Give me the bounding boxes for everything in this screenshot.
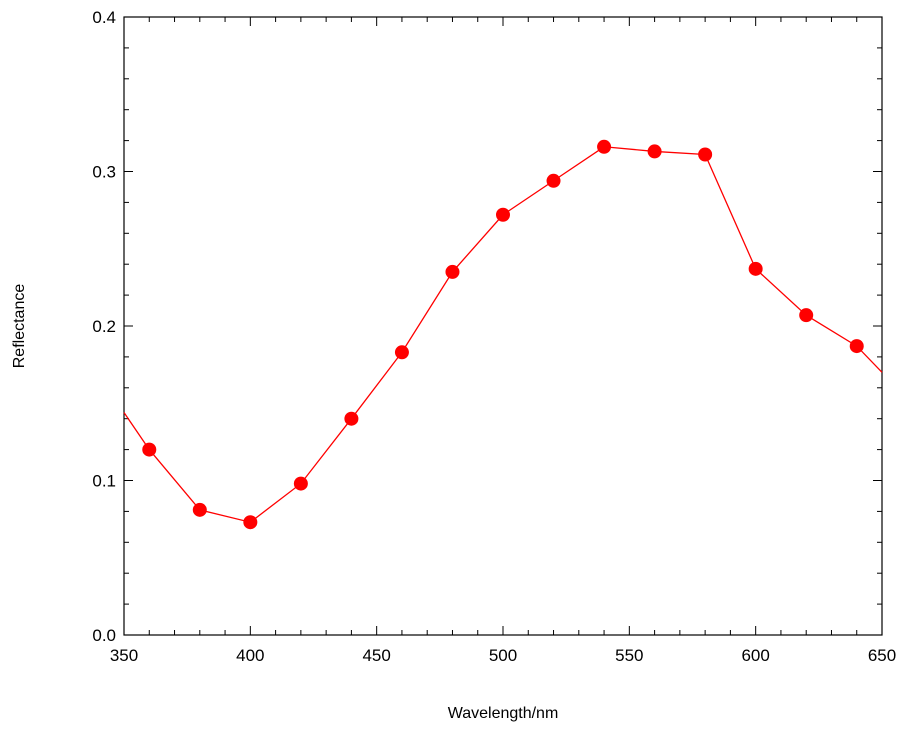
data-point — [445, 264, 460, 279]
x-tick-label: 350 — [110, 646, 138, 665]
axis-ticks — [123, 16, 883, 636]
data-point — [344, 411, 359, 426]
x-tick-label: 550 — [615, 646, 643, 665]
plot-frame — [123, 16, 883, 636]
x-tick-label: 600 — [741, 646, 769, 665]
y-tick-label: 0.4 — [92, 8, 116, 27]
y-tick-label: 0.3 — [92, 163, 116, 182]
y-axis-title: Reflectance — [11, 284, 28, 369]
y-tick-label: 0.0 — [92, 626, 116, 645]
y-tick-label: 0.1 — [92, 472, 116, 491]
series-line — [123, 146, 883, 523]
data-point — [647, 144, 662, 159]
x-tick-label: 500 — [489, 646, 517, 665]
data-point — [394, 345, 409, 360]
data-point — [799, 308, 814, 323]
x-tick-label: 450 — [362, 646, 390, 665]
data-point — [748, 261, 763, 276]
data-point — [597, 139, 612, 154]
data-point — [546, 173, 561, 188]
data-point — [243, 515, 258, 530]
data-point — [192, 502, 207, 517]
x-axis-title: Wavelength/nm — [448, 705, 559, 722]
tick-labels: 350 400 450 500 550 600 650 0.0 0.1 0.2 0.3 0.4 — [92, 8, 896, 665]
x-tick-label: 400 — [236, 646, 264, 665]
data-point — [496, 207, 510, 222]
series-reflectance — [123, 139, 883, 530]
data-point — [849, 339, 864, 354]
y-tick-label: 0.2 — [92, 317, 116, 336]
data-point — [142, 442, 157, 457]
data-point — [698, 147, 713, 162]
x-tick-label: 650 — [868, 646, 896, 665]
data-point — [293, 476, 308, 491]
